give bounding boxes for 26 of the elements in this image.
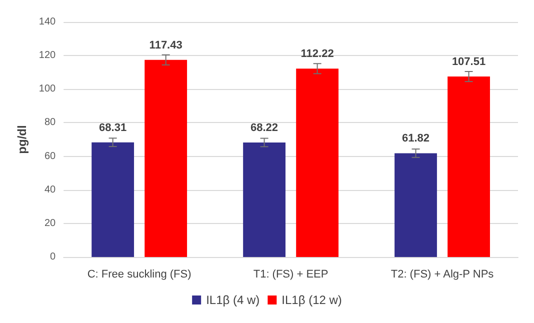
bar — [92, 142, 134, 257]
data-label: 117.43 — [149, 39, 182, 52]
y-tick-label: 60 — [44, 150, 56, 162]
legend-label: IL1β (12 w) — [282, 293, 342, 307]
bar — [296, 68, 339, 257]
bar — [243, 142, 286, 257]
data-label: 68.22 — [250, 122, 278, 134]
bar — [394, 153, 437, 257]
data-label: 112.22 — [300, 48, 334, 60]
y-tick-label: 0 — [50, 252, 56, 262]
legend-label: IL1β (4 w) — [206, 293, 260, 307]
y-tick-label: 40 — [44, 184, 56, 196]
data-label: 61.82 — [402, 132, 430, 145]
x-tick-label: T1: (FS) + EEP — [253, 268, 328, 280]
data-label: 68.31 — [99, 122, 127, 134]
bar — [448, 76, 490, 257]
bar — [144, 60, 188, 257]
y-tick-label: 100 — [38, 84, 56, 95]
x-tick-label: C: Free suckling (FS) — [87, 268, 192, 280]
x-tick-label: T2: (FS) + Alg-P NPs — [390, 268, 494, 280]
y-tick-label: 120 — [38, 50, 56, 62]
y-axis-title: pg/dl — [15, 125, 29, 154]
data-label: 107.51 — [452, 56, 486, 68]
y-tick-label: 80 — [44, 117, 56, 128]
y-tick-label: 20 — [44, 218, 56, 229]
y-tick-label: 140 — [38, 16, 56, 28]
